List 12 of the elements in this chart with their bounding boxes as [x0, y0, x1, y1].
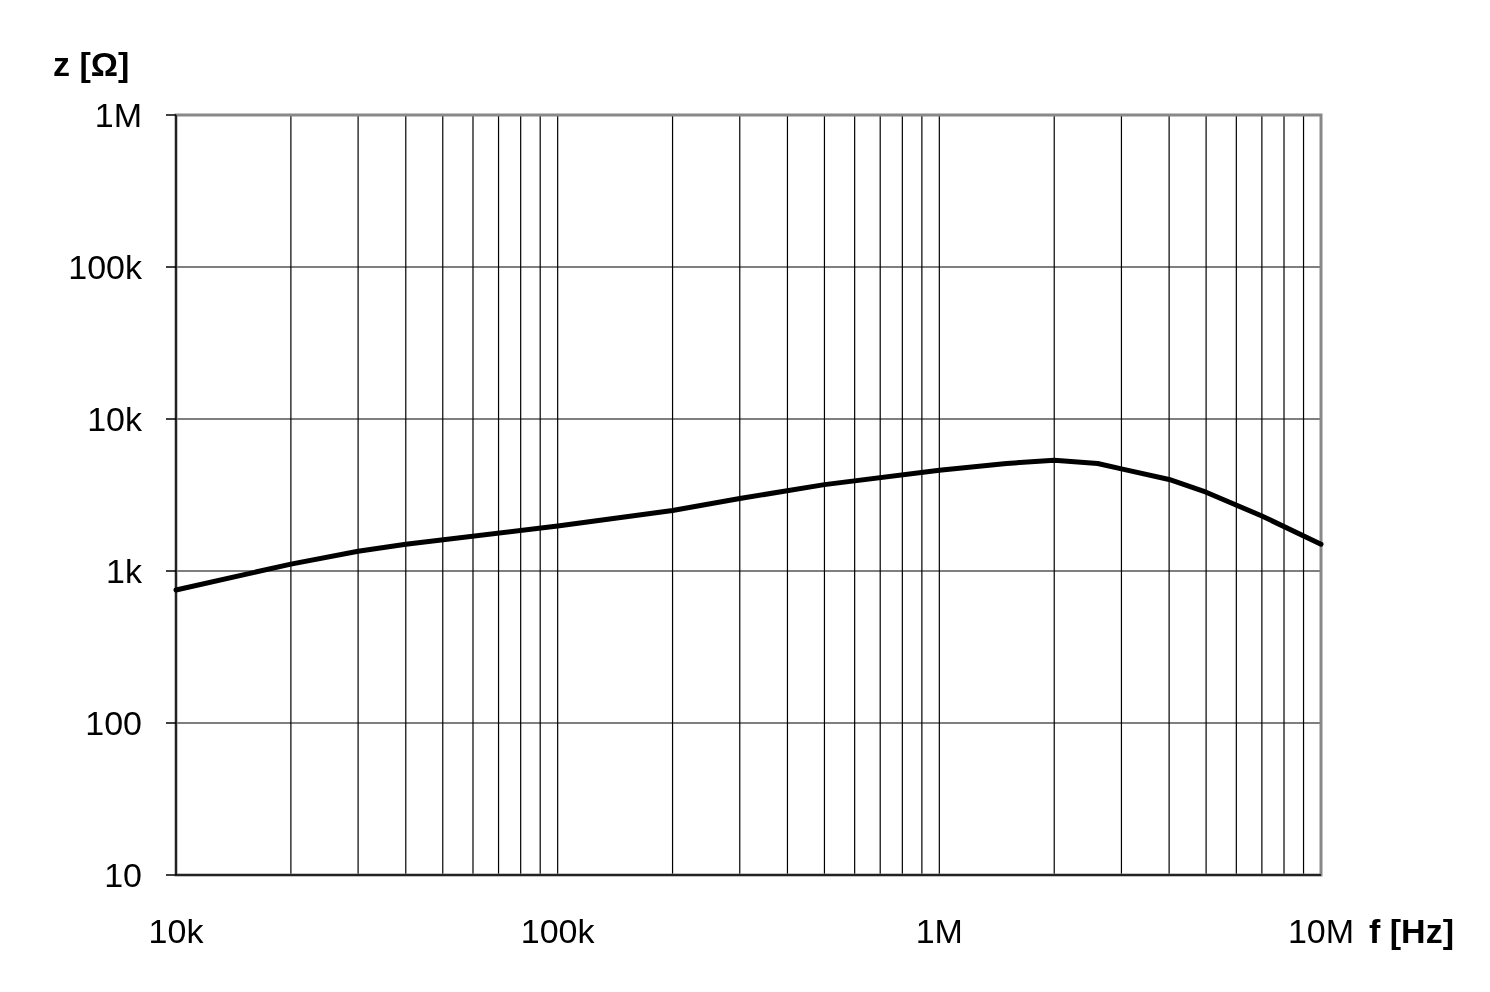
y-tick-label: 100	[85, 704, 142, 742]
y-tick-label: 1M	[94, 96, 142, 134]
y-axis-title: z [Ω]	[53, 45, 130, 83]
y-tick-label: 100k	[68, 248, 143, 286]
x-tick-label: 10M	[1287, 912, 1355, 950]
x-tick-label: 1M	[915, 912, 963, 950]
x-tick-label: 10k	[148, 912, 205, 950]
y-tick-label: 10	[104, 856, 142, 894]
y-tick-label: 1k	[106, 552, 143, 590]
x-axis-title: f [Hz]	[1369, 912, 1454, 950]
y-tick-label: 10k	[87, 400, 143, 438]
x-tick-label: 100k	[520, 912, 596, 950]
